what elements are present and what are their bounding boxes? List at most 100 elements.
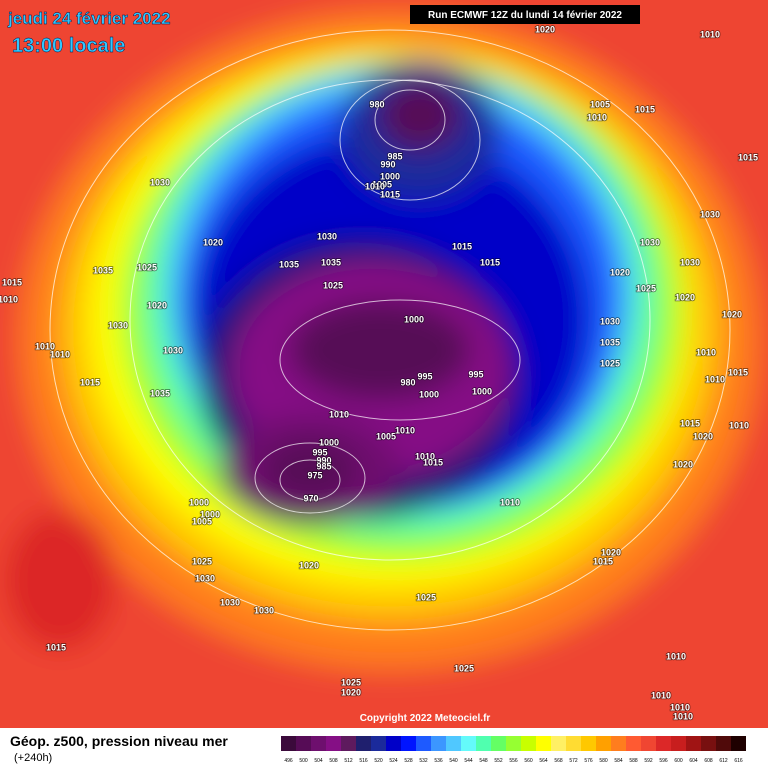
isobar-label: 970 [303,493,318,503]
colorbar-label: 592 [644,758,653,764]
colorbar-label: 548 [479,758,488,764]
isobar-label: 1030 [700,209,720,219]
colorbar-swatch [311,736,326,751]
colorbar-label: 596 [659,758,668,764]
colorbar-swatch [521,736,536,751]
colorbar-label: 612 [719,758,728,764]
isobar-label: 1020 [722,309,742,319]
isobar-label: 1015 [46,642,66,652]
colorbar-swatch [611,736,626,751]
isobars [49,29,731,631]
colorbar-swatch [596,736,611,751]
isobar-label: 1030 [254,605,274,615]
isobar-label: 1025 [636,283,656,293]
isobar-label: 1010 [329,409,349,419]
colorbar-label: 608 [704,758,713,764]
isobar-label: 1010 [705,374,725,384]
isobar-label: 1035 [279,259,299,269]
forecast-date: jeudi 24 février 2022 [7,9,171,28]
isobar-label: 1010 [729,420,749,430]
colorbar-label: 560 [524,758,533,764]
legend-title: Géop. z500, pression niveau mer [10,733,228,749]
isobar-label: 995 [312,447,327,457]
isobar-label: 1020 [610,267,630,277]
colorbar-label: 504 [314,758,323,764]
isobar-label: 985 [387,151,402,161]
colorbar-swatch [461,736,476,751]
isobar-label: 1025 [454,663,474,673]
isobar-label: 1000 [380,171,400,181]
colorbar-label: 540 [449,758,458,764]
run-info: Run ECMWF 12Z du lundi 14 février 2022 [428,10,622,21]
isobar-label: 1015 [452,241,472,251]
colorbar-swatch [506,736,521,751]
isobar-label: 1020 [341,687,361,697]
colorbar-label: 580 [599,758,608,764]
isobar-label: 1015 [738,152,758,162]
isobar-label: 1025 [416,592,436,602]
isobar-label: 1000 [472,386,492,396]
colorbar-swatch [641,736,656,751]
isobar-label: 1025 [192,556,212,566]
isobar-label: 1010 [696,347,716,357]
colorbar-swatch [446,736,461,751]
colorbar-label: 576 [584,758,593,764]
colorbar-label: 588 [629,758,638,764]
colorbar-label: 508 [329,758,338,764]
colorbar-label: 552 [494,758,503,764]
isobar-label: 1025 [323,280,343,290]
colorbar-label: 516 [359,758,368,764]
colorbar-swatch [686,736,701,751]
colorbar-swatch [371,736,386,751]
isobar-label: 1035 [600,337,620,347]
isobar-label: 1000 [189,497,209,507]
isobar-label: 990 [316,455,331,465]
colorbar-label: 512 [344,758,353,764]
isobar-label: 1020 [535,24,555,34]
isobar-label: 1010 [50,349,70,359]
colorbar-swatch [476,736,491,751]
isobar-label: 1000 [200,509,220,519]
isobar-label: 1015 [593,556,613,566]
colorbar-swatch [326,736,341,751]
isobar-label: 1030 [150,177,170,187]
isobar-label: 1015 [680,418,700,428]
colorbar-swatch [296,736,311,751]
colorbar-label: 584 [614,758,623,764]
colorbar-swatch [716,736,731,751]
isobar-label: 1020 [673,459,693,469]
isobar-label: 980 [400,377,415,387]
isobar-label: 1030 [600,316,620,326]
colorbar-swatch [701,736,716,751]
isobar-label: 1010 [651,690,671,700]
isobar-label: 1030 [163,345,183,355]
isobar-label: 1035 [93,265,113,275]
isobar-label: 1030 [640,237,660,247]
copyright: Copyright 2022 Meteociel.fr [360,713,491,724]
isobar-label: 990 [380,159,395,169]
isobar-label: 1030 [195,573,215,583]
colorbar-swatch [731,736,746,751]
colorbar-swatch [431,736,446,751]
isobar-label: 985 [316,461,331,471]
isobar-label: 1010 [670,702,690,712]
colorbar-label: 572 [569,758,578,764]
isobar-label: 1020 [675,292,695,302]
isobar-label: 1000 [319,437,339,447]
colorbar-swatch [671,736,686,751]
colorbar-label: 556 [509,758,518,764]
colorbar-label: 496 [284,758,293,764]
isobar-label: 1010 [500,497,520,507]
colorbar-label: 604 [689,758,698,764]
colorbar-swatch [281,736,296,751]
isobar-label: 1010 [587,112,607,122]
colorbar-swatch [656,736,671,751]
isobar-label: 995 [468,369,483,379]
isobar-label: 1035 [321,257,341,267]
colorbar-swatch [401,736,416,751]
isobar-label: 1005 [590,99,610,109]
colorbar-swatch [416,736,431,751]
